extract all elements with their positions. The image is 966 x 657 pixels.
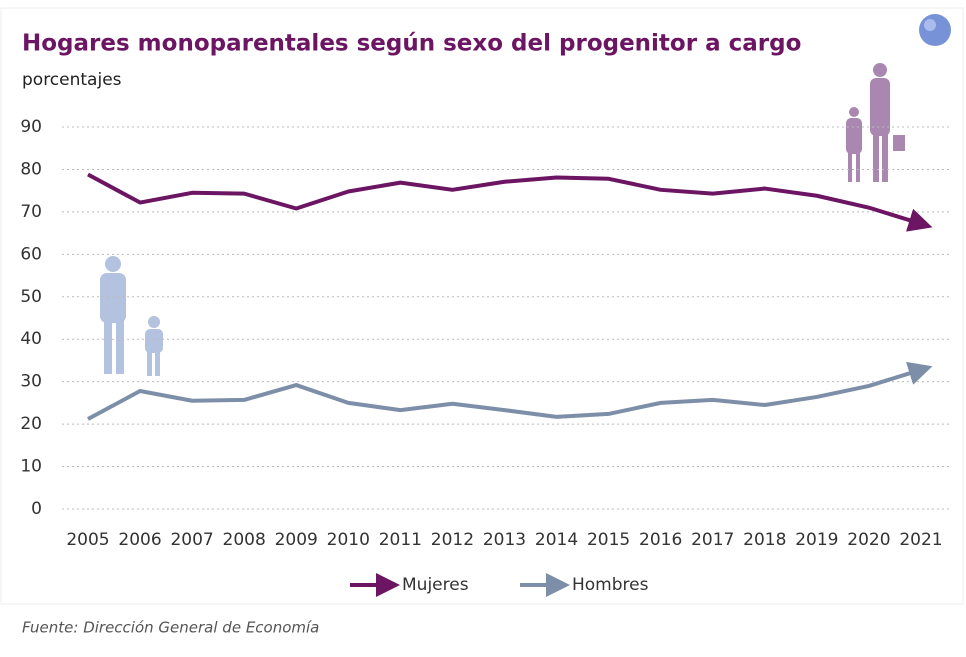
card: [1, 8, 963, 604]
y-tick-label: 30: [20, 372, 42, 392]
x-tick-label: 2021: [899, 530, 942, 550]
y-tick-label: 80: [20, 159, 42, 179]
x-tick-label: 2015: [587, 530, 630, 550]
y-tick-label: 70: [20, 202, 42, 222]
x-tick-label: 2010: [327, 530, 370, 550]
chart-subtitle: porcentajes: [22, 70, 122, 90]
x-tick-label: 2017: [691, 530, 734, 550]
legend-label: Mujeres: [402, 575, 469, 595]
x-tick-label: 2016: [639, 530, 682, 550]
y-tick-label: 20: [20, 414, 42, 434]
x-tick-label: 2014: [535, 530, 578, 550]
legend-label: Hombres: [572, 575, 649, 595]
x-tick-label: 2011: [379, 530, 422, 550]
x-tick-label: 2018: [743, 530, 786, 550]
y-tick-label: 50: [20, 287, 42, 307]
x-tick-label: 2005: [66, 530, 109, 550]
x-tick-label: 2008: [223, 530, 266, 550]
y-tick-label: 10: [20, 457, 42, 477]
x-tick-label: 2013: [483, 530, 526, 550]
x-tick-label: 2019: [795, 530, 838, 550]
pin: [919, 14, 951, 46]
y-tick-label: 60: [20, 244, 42, 264]
y-tick-label: 40: [20, 329, 42, 349]
source: Fuente: Dirección General de Economía: [22, 619, 319, 637]
y-tick-label: 0: [31, 499, 42, 519]
x-tick-label: 2020: [847, 530, 890, 550]
y-tick-label: 90: [20, 117, 42, 137]
x-tick-label: 2006: [118, 530, 161, 550]
chart: Hogares monoparentales según sexo del pr…: [0, 0, 966, 657]
x-tick-label: 2012: [431, 530, 474, 550]
x-tick-label: 2007: [170, 530, 213, 550]
chart-title: Hogares monoparentales según sexo del pr…: [22, 31, 801, 57]
x-tick-label: 2009: [275, 530, 318, 550]
